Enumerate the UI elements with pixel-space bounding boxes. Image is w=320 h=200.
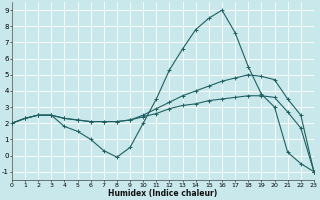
X-axis label: Humidex (Indice chaleur): Humidex (Indice chaleur) [108, 189, 218, 198]
